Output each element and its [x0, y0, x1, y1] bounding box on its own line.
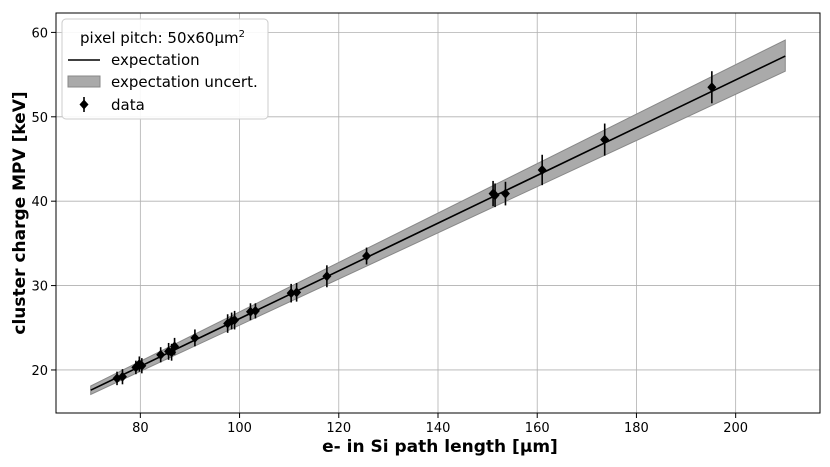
data-point — [250, 303, 260, 319]
y-tick-label: 30 — [31, 280, 48, 295]
data-point — [362, 247, 372, 265]
y-ticks: 20 30 40 50 60 — [31, 26, 56, 379]
data-point — [490, 183, 500, 208]
legend-box — [61, 18, 269, 120]
data-point-marker — [292, 287, 302, 298]
y-tick-label: 60 — [31, 26, 48, 41]
y-axis-label: cluster charge MPV [keV] — [10, 91, 30, 334]
legend-title-unit: μm — [214, 29, 238, 47]
data-point-marker — [500, 188, 510, 199]
legend-data-marker — [79, 99, 89, 110]
data-point-marker — [490, 190, 500, 201]
legend-title-prefix: pixel pitch: 50x60 — [80, 29, 214, 47]
data-point — [322, 265, 332, 288]
expectation-line-path — [90, 55, 786, 391]
data-point — [137, 358, 147, 374]
legend-title: pixel pitch: 50x60μm2 — [80, 29, 245, 47]
data-point-marker — [322, 271, 332, 282]
data-point-marker — [190, 332, 200, 343]
data-point-marker — [156, 349, 166, 360]
data-point — [292, 283, 302, 302]
x-axis-label: e- in Si path length [μm] — [322, 437, 558, 457]
x-ticks: 80 100 120 140 160 180 200 — [132, 413, 748, 436]
data-point — [707, 71, 717, 104]
data-point-marker — [117, 371, 127, 382]
x-tick-label: 100 — [227, 421, 252, 436]
data-point-marker — [230, 315, 240, 326]
data-points — [112, 71, 717, 386]
x-tick-label: 200 — [723, 421, 748, 436]
expectation-line — [90, 55, 786, 391]
x-tick-label: 160 — [525, 421, 550, 436]
data-point-marker — [170, 341, 180, 352]
legend: pixel pitch: 50x60μm2 expectation expect… — [61, 18, 269, 120]
data-point-marker — [250, 305, 260, 316]
legend-title-sup: 2 — [239, 29, 245, 40]
data-point-marker — [537, 164, 547, 175]
data-point-marker — [707, 82, 717, 93]
data-point-marker — [362, 251, 372, 262]
data-point — [230, 310, 240, 330]
data-point — [156, 347, 166, 363]
data-point-marker — [286, 288, 296, 299]
y-tick-label: 50 — [31, 111, 48, 126]
legend-data-label: data — [111, 96, 145, 114]
data-point-marker — [137, 360, 147, 371]
data-point — [600, 123, 610, 156]
legend-uncert-swatch — [67, 75, 101, 88]
x-tick-label: 180 — [624, 421, 649, 436]
legend-uncert-label: expectation uncert. — [111, 73, 258, 91]
data-point-marker — [600, 134, 610, 145]
data-point — [500, 181, 510, 206]
y-tick-label: 20 — [31, 364, 48, 379]
x-tick-label: 120 — [326, 421, 351, 436]
y-tick-label: 40 — [31, 195, 48, 210]
x-tick-label: 80 — [132, 421, 149, 436]
data-point — [170, 337, 180, 355]
x-tick-label: 140 — [426, 421, 451, 436]
data-point — [117, 369, 127, 385]
data-point — [537, 154, 547, 186]
data-point — [286, 283, 296, 303]
data-point — [190, 329, 200, 347]
legend-expectation-label: expectation — [111, 51, 200, 69]
